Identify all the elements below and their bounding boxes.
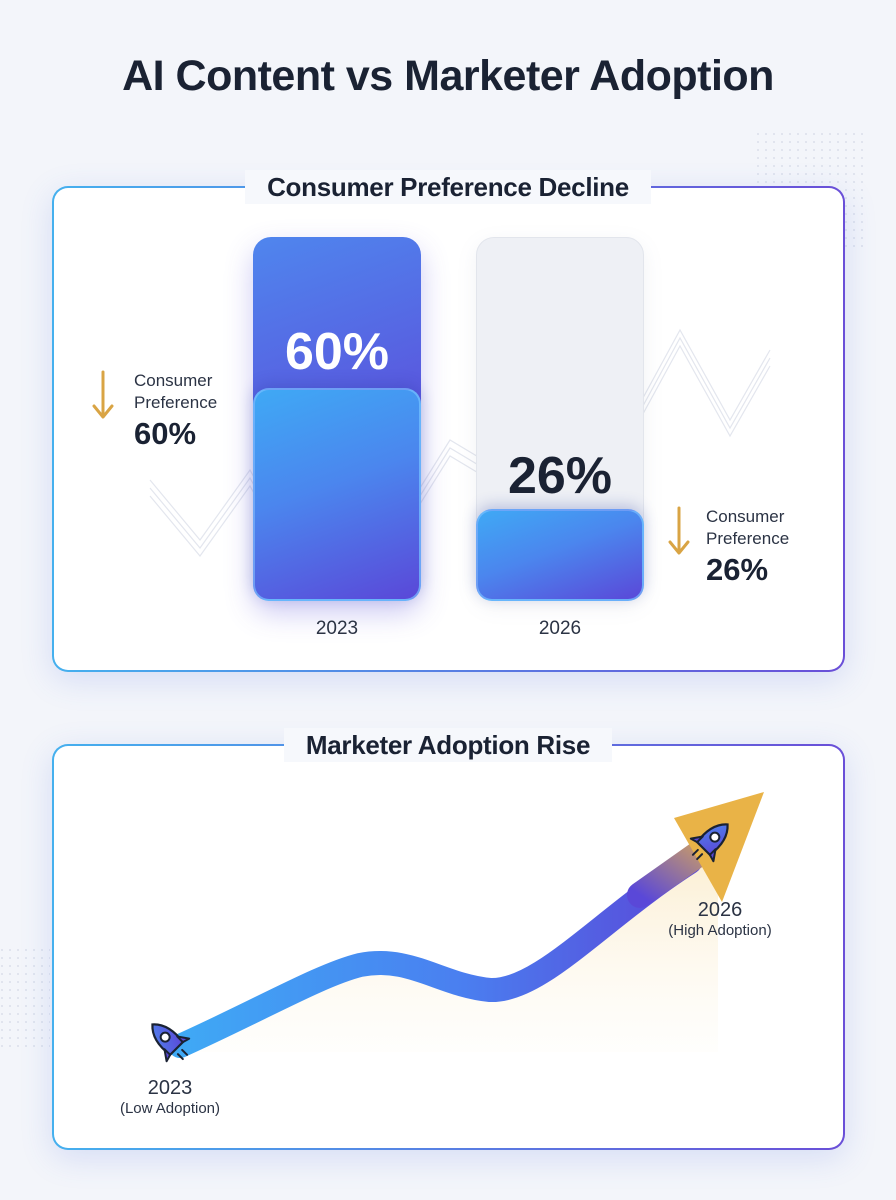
point-year: 2023	[147, 1077, 193, 1099]
point-description: (High Adoption)	[668, 922, 772, 939]
page-title: AI Content vs Marketer Adoption	[122, 52, 774, 100]
annotation-value: 60%	[134, 416, 197, 451]
bar-2026	[476, 509, 644, 601]
down-arrow-icon	[92, 370, 114, 419]
bar-value-label-2023: 60%	[284, 323, 390, 381]
annotation-value: 26%	[706, 552, 769, 587]
point-label-2026: 2026 (High Adoption)	[640, 898, 800, 940]
annotation-label: Consumer Preference	[706, 507, 790, 548]
bar-category-label-2026: 2026	[538, 618, 582, 639]
bar-value-label-2026: 26%	[507, 447, 613, 505]
dot-grid-decoration	[0, 948, 50, 1048]
down-arrow-icon	[668, 506, 690, 555]
point-label-2023: 2023 (Low Adoption)	[90, 1076, 250, 1118]
point-description: (Low Adoption)	[119, 1100, 221, 1117]
bar-category-label-2023: 2023	[315, 618, 359, 639]
annotation-2023: Consumer Preference 60%	[92, 368, 252, 458]
annotation-label: Consumer Preference	[134, 371, 218, 412]
annotation-2026: Consumer Preference 26%	[664, 504, 834, 594]
bar-2023	[253, 388, 421, 601]
point-year: 2026	[697, 899, 743, 921]
